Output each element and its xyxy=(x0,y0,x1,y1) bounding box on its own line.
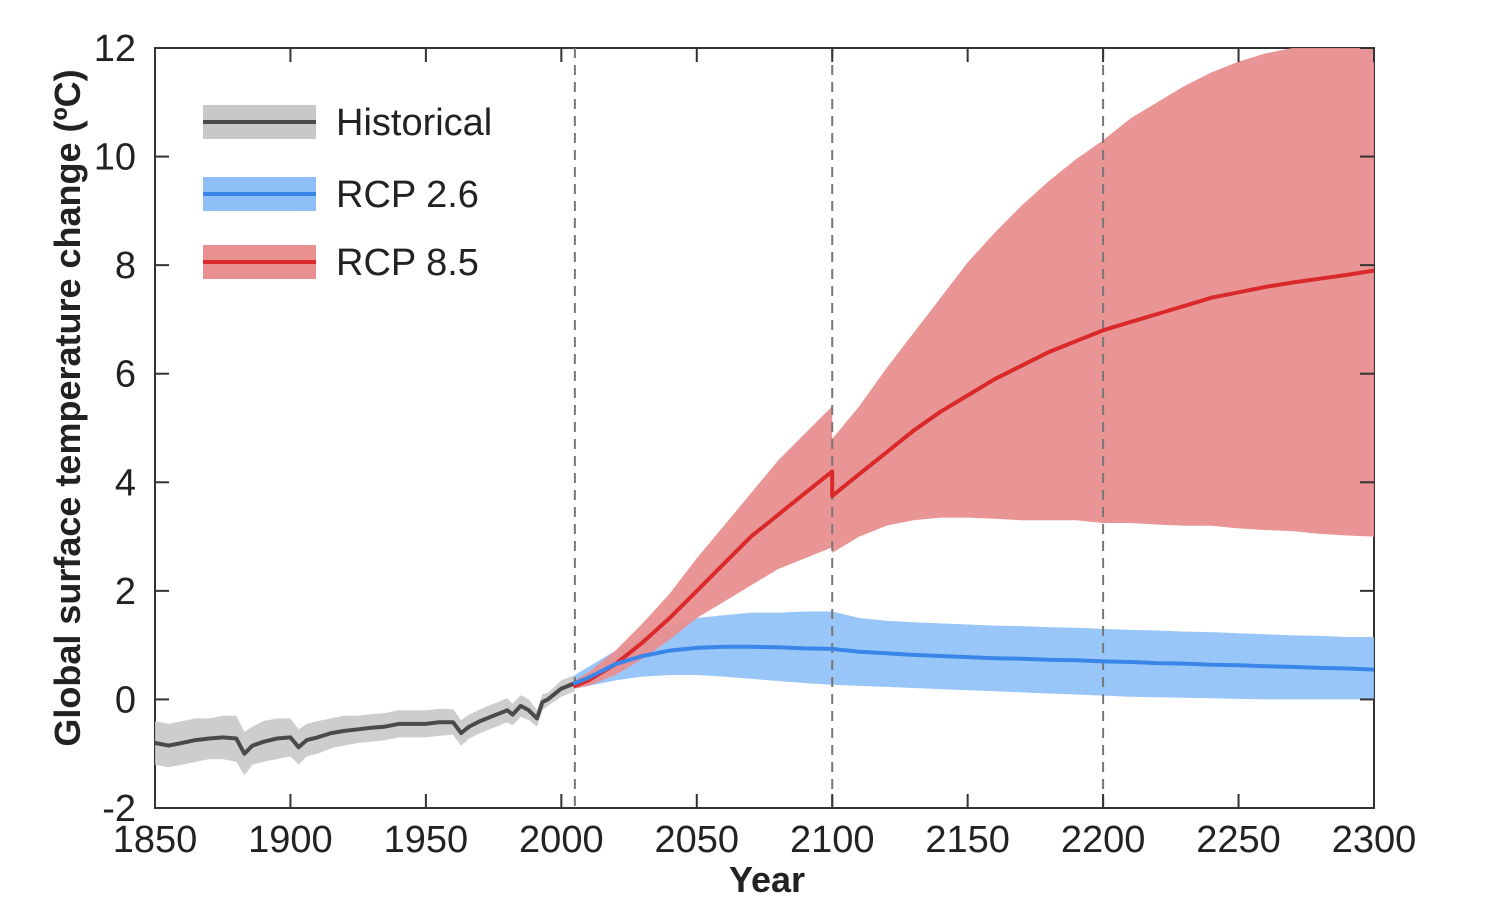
line-rcp-8-5 xyxy=(572,268,1374,688)
y-tick-label-0: 0 xyxy=(115,679,136,721)
x-tick-label-2100: 2100 xyxy=(790,819,875,861)
legend-label-historical: Historical xyxy=(336,102,492,144)
axis-ticks xyxy=(154,47,1375,809)
x-tick-label-2050: 2050 xyxy=(655,819,740,861)
x-axis-title: Year xyxy=(729,859,805,900)
line-rcp-2-6 xyxy=(572,644,1374,686)
y-tick-label-8: 8 xyxy=(115,245,136,287)
series-lines xyxy=(155,268,1374,756)
x-tick-label-2000: 2000 xyxy=(519,819,604,861)
band-rcp-8-5 xyxy=(574,48,1374,689)
tick-labels: 1850 1900 1950 2000 2050 2100 2150 2200 2250 2300… xyxy=(94,28,1417,861)
y-axis-title: Global surface temperature change (ºC) xyxy=(47,69,88,746)
legend: Historical RCP 2.6 RCP 8.5 xyxy=(203,102,492,284)
x-tick-label-1900: 1900 xyxy=(248,819,333,861)
x-tick-label-2300: 2300 xyxy=(1332,819,1417,861)
line-historical xyxy=(155,681,577,756)
y-tick-label-10: 10 xyxy=(94,137,136,179)
x-tick-label-2250: 2250 xyxy=(1196,819,1281,861)
band-historical xyxy=(155,675,575,776)
y-tick-label-12: 12 xyxy=(94,28,136,70)
x-tick-label-1850: 1850 xyxy=(113,819,198,861)
y-tick-label-2: 2 xyxy=(115,571,136,613)
x-tick-label-2150: 2150 xyxy=(925,819,1010,861)
y-tick-label-6: 6 xyxy=(115,354,136,396)
y-tick-label-4: 4 xyxy=(115,462,136,504)
legend-label-rcp-2-6: RCP 2.6 xyxy=(336,174,479,216)
x-tick-label-2200: 2200 xyxy=(1061,819,1146,861)
legend-label-rcp-8-5: RCP 8.5 xyxy=(336,242,479,284)
x-tick-label-1950: 1950 xyxy=(384,819,469,861)
y-tick-label--2: -2 xyxy=(102,788,136,830)
